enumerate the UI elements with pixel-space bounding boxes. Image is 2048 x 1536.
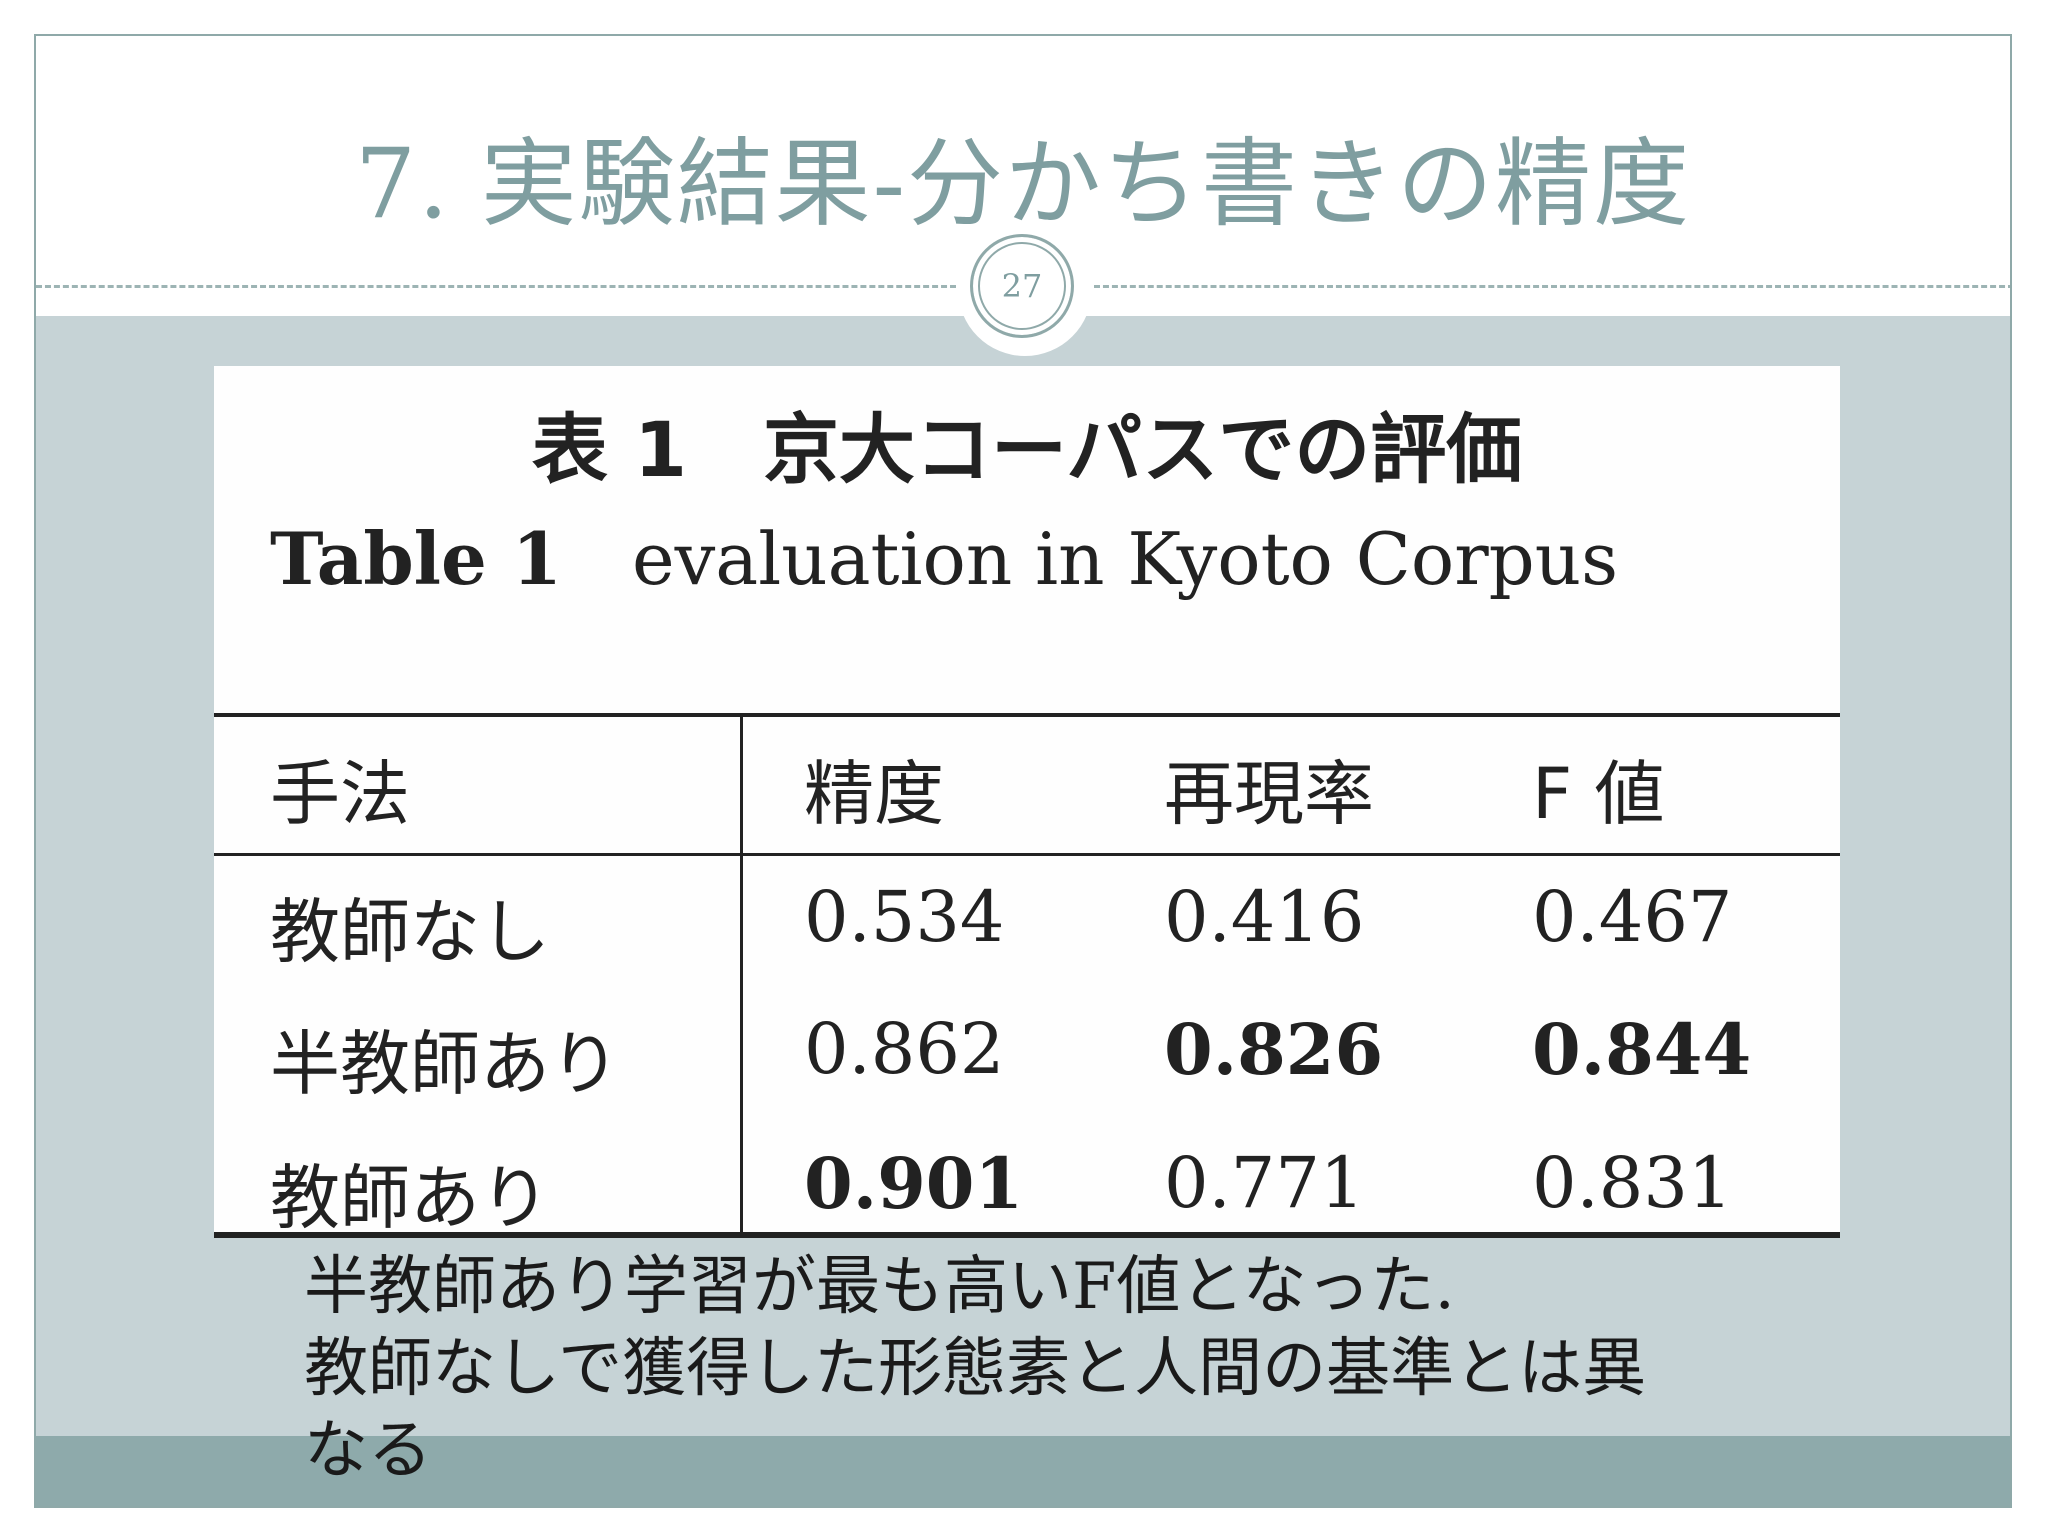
footer-band (36, 1436, 2010, 1506)
row-1-precision: 0.534 (804, 876, 1005, 958)
row-2-method: 半教師あり (270, 1023, 620, 1105)
table-rule-bottom (214, 1232, 1840, 1238)
header-f: F 値 (1532, 753, 1665, 835)
row-1-method: 教師なし (270, 891, 550, 973)
table-rule-top (214, 713, 1840, 717)
page-number: 27 (970, 234, 1074, 338)
slide: 7. 実験結果-分かち書きの精度 27 表 1 京大コーパスでの評価 Table … (34, 34, 2012, 1508)
table-caption-en-text: evaluation in Kyoto Corpus (632, 517, 1619, 601)
table-caption-en: Table 1 evaluation in Kyoto Corpus (270, 516, 1618, 601)
row-2-recall: 0.826 (1164, 1008, 1384, 1091)
header-precision: 精度 (804, 753, 944, 835)
row-2-f: 0.844 (1532, 1008, 1752, 1091)
row-1-f: 0.467 (1532, 876, 1733, 958)
slide-notes: 半教師あり学習が最も高いF値となった. 教師なしで獲得した形態素と人間の基準とは… (304, 1246, 1804, 1492)
note-line-2: 教師なしで獲得した形態素と人間の基準とは異 (304, 1332, 1647, 1406)
table-rule-header (214, 853, 1840, 856)
table-caption-en-label: Table 1 (270, 516, 563, 601)
title-text: 実験結果-分かち書きの精度 (480, 128, 1692, 240)
header-recall: 再現率 (1164, 753, 1374, 835)
header-method: 手法 (270, 753, 410, 835)
row-1-recall: 0.416 (1164, 876, 1365, 958)
row-3-recall: 0.771 (1164, 1142, 1365, 1224)
divider-right (1094, 285, 2010, 288)
note-line-3: なる (304, 1414, 432, 1488)
page-number-badge: 27 (958, 222, 1092, 356)
table-rule-vertical (740, 715, 743, 1232)
results-table-image: 表 1 京大コーパスでの評価 Table 1 evaluation in Kyot… (214, 366, 1840, 1239)
note-line-1: 半教師あり学習が最も高いF値となった. (304, 1250, 1455, 1324)
divider-left (36, 285, 956, 288)
slide-title: 7. 実験結果-分かち書きの精度 (36, 106, 2010, 245)
table-caption-jp: 表 1 京大コーパスでの評価 (531, 405, 1523, 494)
title-number: 7. (354, 128, 451, 240)
row-2-precision: 0.862 (804, 1008, 1005, 1090)
row-3-f: 0.831 (1532, 1142, 1733, 1224)
row-3-precision: 0.901 (804, 1142, 1024, 1225)
row-3-method: 教師あり (270, 1157, 550, 1239)
